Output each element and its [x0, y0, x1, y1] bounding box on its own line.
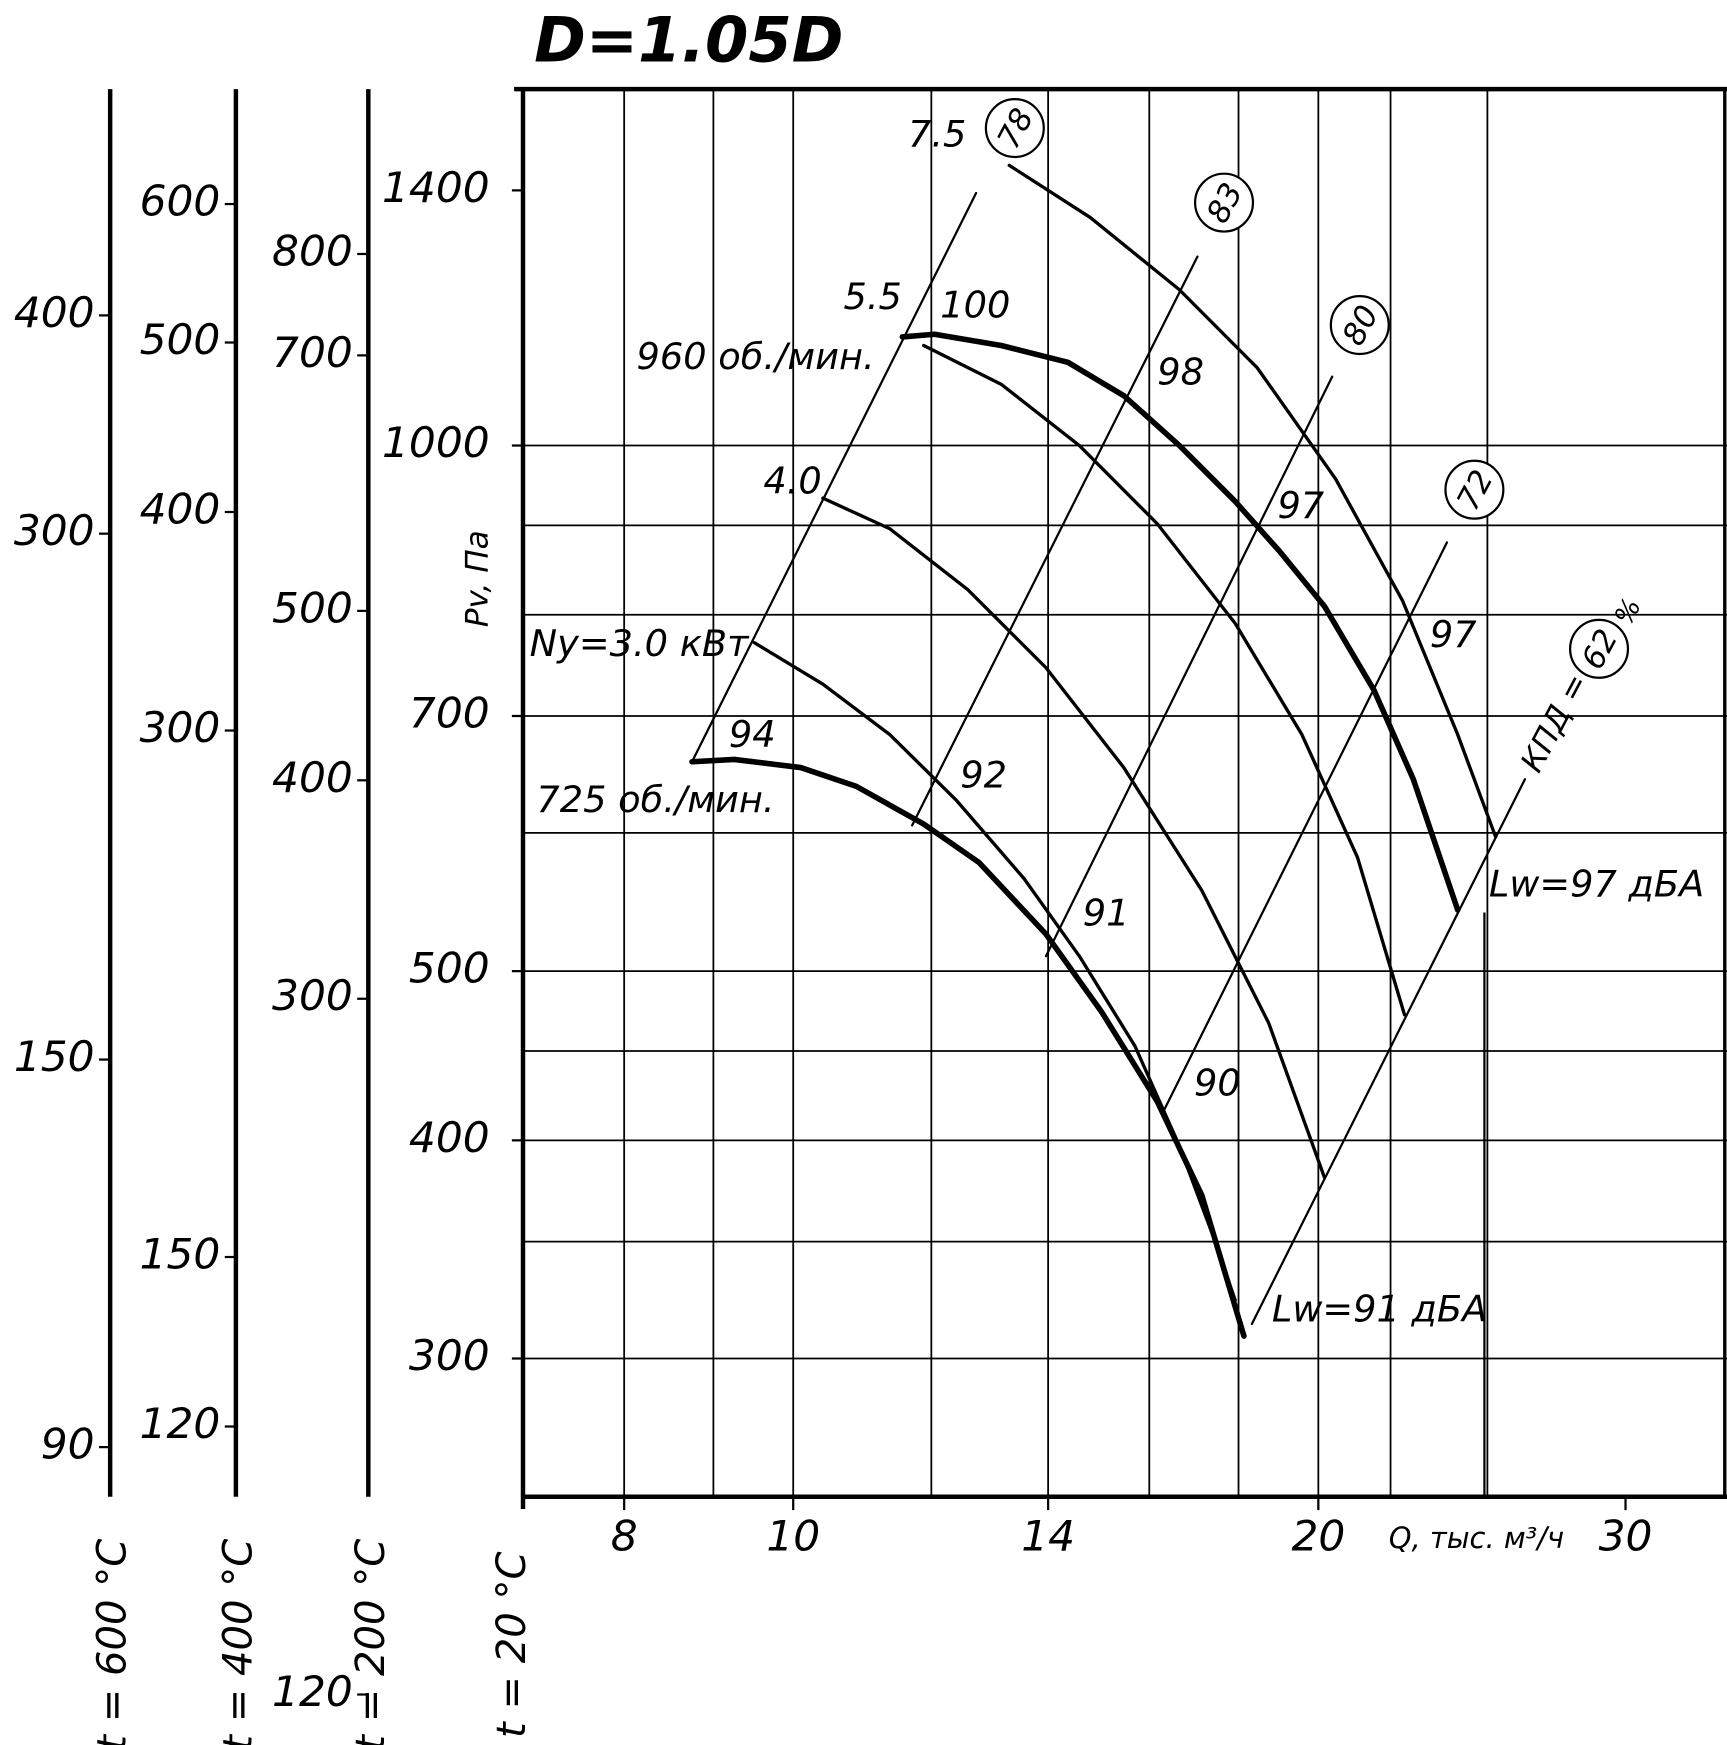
- y-tick-label: 90: [41, 1420, 95, 1469]
- efficiency-badge: [1193, 172, 1255, 233]
- x-tick-label: 10: [766, 1512, 820, 1561]
- y-tick-label: 400: [272, 753, 353, 802]
- curve: [690, 191, 978, 763]
- curve-annotation: 90: [1194, 1062, 1241, 1105]
- efficiency-badge: [1329, 294, 1390, 356]
- x-tick-label: 20: [1291, 1512, 1345, 1561]
- y-tick-label: 500: [409, 944, 490, 993]
- curve: [821, 496, 1327, 1179]
- y-tick-label: 400: [14, 288, 95, 337]
- y-tick-label: 400: [140, 485, 221, 534]
- y-tick-label: 700: [409, 688, 490, 737]
- efficiency-caption: КПД =: [1514, 668, 1595, 778]
- x-tick-label: 14: [1021, 1512, 1075, 1561]
- curve: [1161, 541, 1449, 1114]
- y-tick-label: 1000: [382, 418, 490, 467]
- y-tick-label: 300: [272, 971, 353, 1020]
- efficiency-badge: [984, 98, 1045, 159]
- temperature-axis-label: t = 20 °C: [489, 1552, 535, 1738]
- curve-label: Ny=3.0 кВт: [530, 622, 750, 665]
- curve: [922, 343, 1407, 1017]
- curve: [899, 331, 1461, 913]
- curve-annotation: 94: [729, 713, 776, 756]
- curve: [689, 756, 1247, 1339]
- chart-title: D=1.05D: [534, 4, 843, 77]
- y-tick-label: 300: [140, 703, 221, 752]
- curve-annotation: 97: [1277, 484, 1324, 527]
- curve-label: 725 об./мин.: [536, 778, 774, 821]
- x-tick-label: 30: [1599, 1512, 1653, 1561]
- y-tick-label: 150: [140, 1230, 221, 1279]
- y-tick-label: 400: [409, 1113, 490, 1162]
- curve-annotation: 100: [940, 284, 1010, 327]
- y-tick-label: 1400: [382, 163, 490, 212]
- y-tick-label: 150: [14, 1032, 95, 1081]
- curve-label: 7.5: [908, 112, 966, 155]
- y-tick-label: 600: [140, 177, 221, 226]
- curve-label: 5.5: [843, 275, 901, 318]
- temperature-axis-label: t = 200 °C: [348, 1539, 394, 1745]
- curve: [1250, 778, 1527, 1326]
- efficiency-badge: [1444, 459, 1505, 520]
- curve-annotation: Lw=91 дБА: [1272, 1287, 1487, 1330]
- x-axis-label: Q, тыс. м³/ч: [1389, 1521, 1564, 1555]
- y-tick-label: 120: [140, 1399, 221, 1448]
- temperature-axis-label: t = 400 °C: [215, 1539, 261, 1745]
- curve: [1007, 163, 1498, 839]
- curve-label: 4.0: [763, 460, 821, 503]
- y-tick-label: 300: [14, 506, 95, 555]
- y-tick-label: 800: [272, 226, 353, 275]
- curve-annotation: 92: [960, 753, 1007, 796]
- curve: [752, 641, 1237, 1302]
- curve-annotation: 91: [1083, 891, 1130, 934]
- y-axis-label: Pv, Па: [459, 530, 495, 627]
- temperature-axis-label: t = 600 °C: [90, 1539, 136, 1745]
- x-tick-label: 8: [611, 1512, 638, 1561]
- y-tick-label: 120: [272, 1667, 353, 1716]
- curve-annotation: Lw=97 дБА: [1489, 862, 1704, 905]
- y-tick-label: 700: [272, 328, 353, 377]
- curve-annotation: 97: [1430, 613, 1477, 656]
- curve: [911, 255, 1199, 827]
- efficiency-badge: [1568, 618, 1630, 679]
- y-tick-label: 300: [409, 1331, 490, 1380]
- curve-label: 960 об./мин.: [636, 335, 874, 378]
- curve: [1044, 375, 1334, 958]
- y-tick-label: 500: [272, 583, 353, 632]
- curve-annotation: 98: [1157, 350, 1204, 393]
- y-tick-label: 500: [140, 315, 221, 364]
